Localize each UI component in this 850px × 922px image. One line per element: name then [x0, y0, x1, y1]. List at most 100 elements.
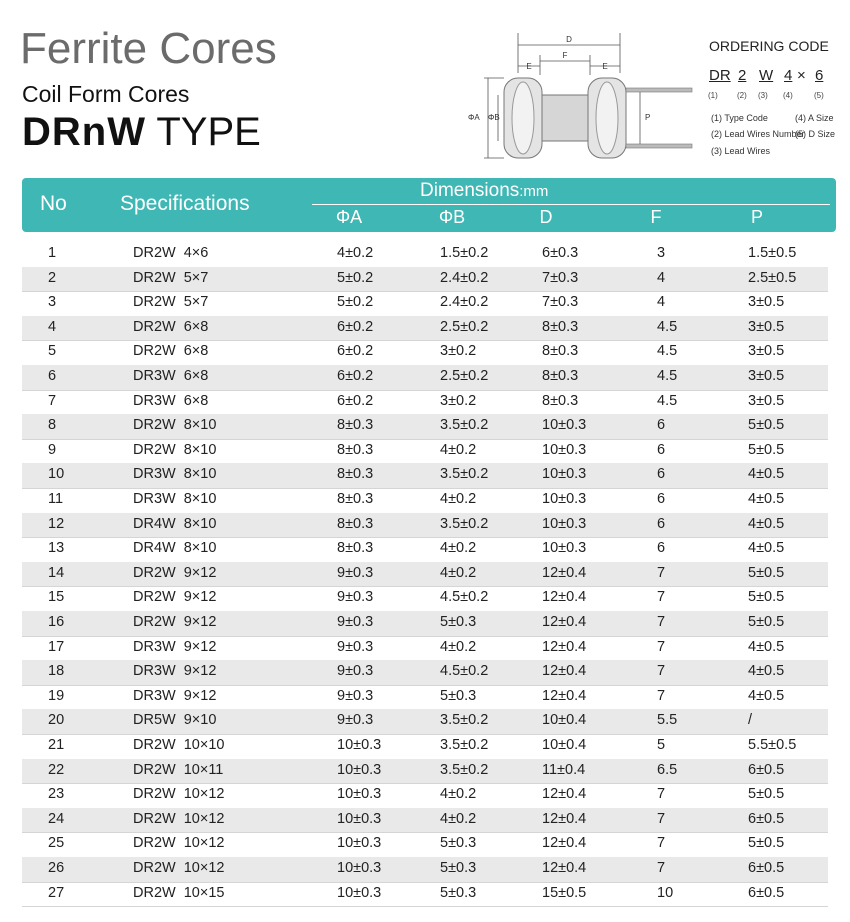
subhead: F: [650, 207, 662, 227]
table-cell: 25: [48, 835, 65, 852]
table-cell: 4±0.2: [440, 540, 477, 557]
table-cell: DR3W 6×8: [133, 368, 209, 384]
table-cell: 3±0.2: [440, 343, 477, 360]
type-bold: DRnW: [22, 110, 146, 154]
table-cell: 6±0.3: [542, 245, 579, 261]
subhead: ΦA: [335, 207, 363, 227]
table-cell: 3.5±0.2: [440, 737, 489, 753]
table-cell: 10±0.3: [337, 835, 382, 852]
table-cell: 4.5: [657, 368, 678, 384]
table-cell: 4±0.5: [748, 515, 785, 532]
code-legend: (3) Lead Wires: [711, 146, 771, 156]
table-cell: 17: [48, 638, 65, 655]
table-cell: 2.4±0.2: [440, 269, 489, 286]
table-cell: 3.5±0.2: [440, 761, 489, 778]
table-cell: 3.5±0.2: [440, 417, 489, 434]
code-index: (1): [708, 91, 718, 100]
table-cell: DR4W 8×10: [133, 515, 217, 532]
table-cell: DR2W 10×10: [133, 737, 225, 753]
table-cell: 12±0.4: [542, 663, 587, 680]
header-dimensions: Dimensions:mm: [420, 180, 548, 202]
table-header: No Specifications Dimensions:mm ΦA ΦB D F P: [22, 178, 836, 232]
table-cell: 8±0.3: [542, 368, 579, 384]
table-cell: 7±0.3: [542, 294, 579, 311]
table-cell: 10±0.3: [337, 761, 382, 778]
code-part: DR: [709, 67, 731, 84]
table-cell: 10±0.3: [337, 786, 382, 803]
table-cell: 6: [657, 441, 666, 458]
table-cell: 3±0.5: [748, 392, 785, 409]
dimensions-label: Dimensions: [420, 180, 520, 201]
table-cell: 6±0.2: [337, 318, 374, 335]
table-cell: 3.5±0.2: [440, 515, 489, 532]
code-part: 4: [784, 67, 793, 84]
table-cell: 19: [48, 687, 65, 704]
dim-label: F: [563, 51, 568, 60]
table-cell: 12±0.4: [542, 564, 587, 581]
table-cell: DR2W 10×12: [133, 860, 225, 876]
table-cell: 8±0.3: [542, 392, 579, 409]
table-cell: 14: [48, 564, 65, 581]
table-cell: 9±0.3: [337, 687, 374, 704]
table-cell: 3±0.5: [748, 294, 785, 311]
table-cell: DR2W 9×12: [133, 564, 217, 581]
table-row: 13 DR4W 8×10 8±0.3 4±0.2 10±0.3 6 4±0.5: [22, 537, 828, 563]
table-cell: 7: [657, 589, 666, 606]
table-cell: 12±0.4: [542, 589, 587, 606]
table-cell: 13: [48, 540, 65, 557]
table-row: 27 DR2W 10×15 10±0.3 5±0.3 15±0.5 10 6±0.5: [22, 882, 828, 908]
table-cell: 5±0.5: [748, 564, 785, 581]
table-cell: 4.5: [657, 318, 678, 335]
table-cell: 5±0.2: [337, 269, 374, 286]
table-row: 12 DR4W 8×10 8±0.3 3.5±0.2 10±0.3 6 4±0.5: [22, 512, 828, 539]
table-row: 25 DR2W 10×12 10±0.3 5±0.3 12±0.4 7 5±0.5: [22, 832, 828, 858]
table-cell: 8±0.3: [337, 515, 374, 532]
table-cell: 3: [657, 245, 666, 261]
table-cell: 18: [48, 663, 65, 680]
table-cell: 5±0.3: [440, 614, 477, 630]
table-cell: 10±0.3: [337, 810, 382, 827]
table-cell: 27: [48, 884, 65, 901]
table-row: 15 DR2W 9×12 9±0.3 4.5±0.2 12±0.4 7 5±0.5: [22, 586, 828, 612]
table-cell: 7: [657, 614, 666, 630]
table-cell: DR2W 5×7: [133, 294, 209, 311]
table-cell: 4±0.2: [440, 786, 477, 803]
table-row: 20 DR5W 9×10 9±0.3 3.5±0.2 10±0.4 5.5 /: [22, 709, 828, 735]
table-cell: 26: [48, 860, 65, 876]
table-row: 23 DR2W 10×12 10±0.3 4±0.2 12±0.4 7 5±0.5: [22, 783, 828, 809]
dim-label: P: [645, 113, 650, 122]
table-cell: 10±0.3: [337, 884, 382, 901]
table-cell: 6: [657, 417, 666, 434]
table-cell: 5±0.5: [748, 614, 785, 630]
table-cell: /: [748, 712, 753, 729]
table-cell: 15±0.5: [542, 884, 587, 901]
table-cell: 3±0.5: [748, 343, 785, 360]
table-cell: 6±0.2: [337, 343, 374, 360]
code-legend: (1) Type Code: [711, 113, 768, 123]
table-row: 9 DR2W 8×10 8±0.3 4±0.2 10±0.3 6 5±0.5: [22, 439, 828, 465]
table-cell: 5±0.5: [748, 417, 785, 434]
table-cell: 4±0.2: [337, 245, 374, 261]
table-cell: 6±0.5: [748, 761, 785, 778]
table-cell: 4±0.5: [748, 687, 785, 704]
table-cell: 9: [48, 441, 57, 458]
table-cell: 10±0.3: [542, 466, 587, 483]
header-divider: [312, 204, 830, 205]
table-row: 3 DR2W 5×7 5±0.2 2.4±0.2 7±0.3 4 3±0.5: [22, 291, 828, 317]
table-cell: 10±0.3: [337, 860, 382, 876]
table-cell: DR3W 9×12: [133, 687, 217, 704]
table-cell: 4.5±0.2: [440, 663, 489, 680]
table-cell: 5±0.5: [748, 589, 785, 606]
table-cell: 5±0.5: [748, 835, 785, 852]
table-cell: 8±0.3: [337, 540, 374, 557]
table-cell: 9±0.3: [337, 663, 374, 680]
table-cell: 4±0.2: [440, 491, 477, 507]
table-row: 2 DR2W 5×7 5±0.2 2.4±0.2 7±0.3 4 2.5±0.5: [22, 266, 828, 293]
table-cell: 5.5±0.5: [748, 737, 797, 753]
table-row: 21 DR2W 10×10 10±0.3 3.5±0.2 10±0.4 5 5.5±0.5: [22, 734, 828, 760]
table-cell: 5±0.2: [337, 294, 374, 311]
subhead: D: [539, 207, 553, 227]
table-cell: 7: [657, 687, 666, 704]
table-cell: 12±0.4: [542, 638, 587, 655]
code-part: W: [759, 67, 774, 84]
